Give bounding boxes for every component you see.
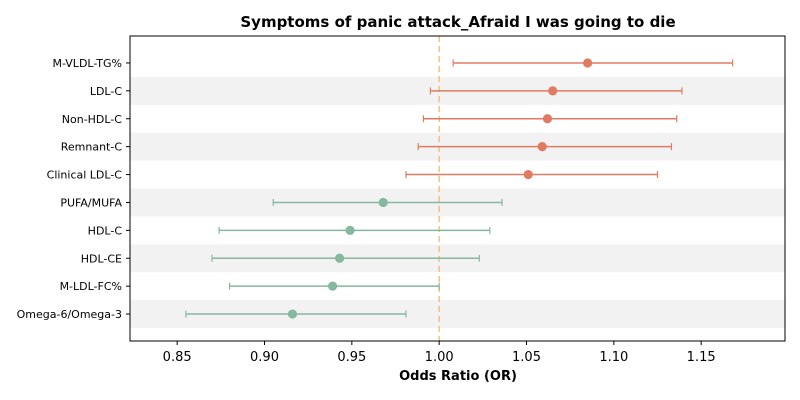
chart-marks: [185, 58, 734, 319]
or-point: [583, 58, 593, 68]
x-tick-label: 0.90: [250, 350, 279, 365]
y-tick-label: Non-HDL-C: [62, 113, 123, 126]
or-point: [335, 253, 345, 263]
y-tick-label: LDL-C: [90, 85, 123, 98]
or-point: [345, 225, 355, 235]
y-tick-label: Remnant-C: [61, 141, 123, 154]
or-point: [287, 309, 298, 319]
or-point: [548, 86, 558, 96]
or-point: [378, 197, 388, 208]
x-tick-label: 0.85: [163, 350, 192, 365]
or-point: [542, 114, 553, 124]
y-tick-label: HDL-CE: [81, 252, 122, 265]
y-axis-labels: M-VLDL-TG% LDL-C Non-HDL-C Remnant-C Clinica…: [17, 57, 130, 321]
x-axis-ticks: 0.85 0.90 0.95 1.00 1.05 1.10 1.15: [163, 341, 716, 365]
y-tick-label: PUFA/MUFA: [60, 196, 122, 209]
chart-title: Symptoms of panic attack_Afraid I was go…: [240, 13, 675, 31]
x-tick-label: 1.10: [599, 350, 628, 365]
x-axis-label: Odds Ratio (OR): [399, 369, 517, 384]
or-point: [523, 169, 533, 180]
y-tick-label: HDL-C: [88, 224, 123, 237]
y-tick-label: Omega-6/Omega-3: [17, 308, 122, 321]
x-tick-label: 1.15: [687, 350, 716, 365]
y-tick-label: M-VLDL-TG%: [52, 57, 122, 70]
y-tick-label: M-LDL-FC%: [60, 280, 122, 293]
or-point: [328, 281, 338, 291]
x-tick-label: 1.05: [512, 350, 541, 365]
x-tick-label: 1.00: [425, 350, 454, 365]
plot-frame: [129, 35, 786, 342]
x-tick-label: 0.95: [337, 350, 366, 365]
y-tick-label: Clinical LDL-C: [47, 169, 123, 182]
or-point: [537, 142, 547, 152]
